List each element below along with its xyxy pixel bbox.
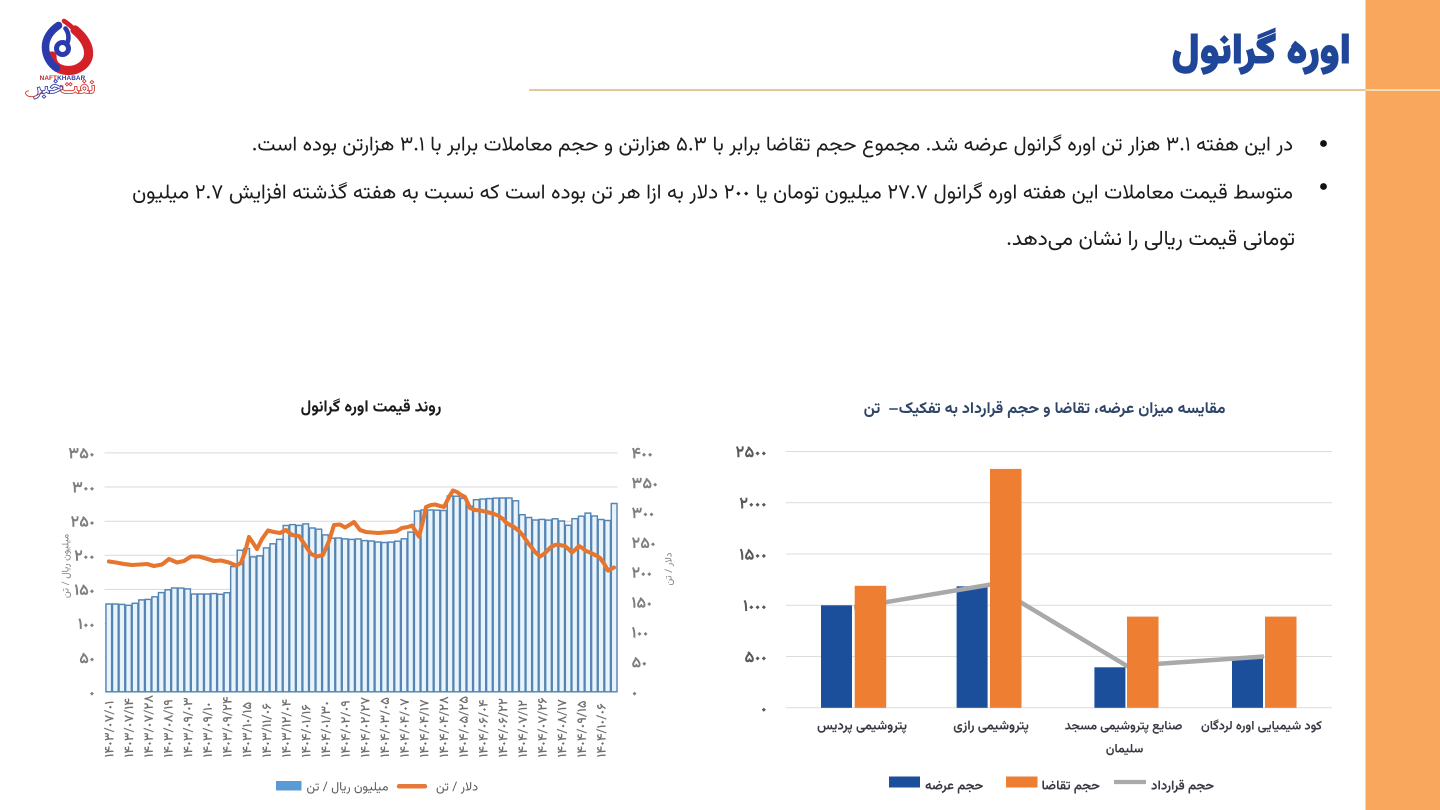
svg-text:NAFTKHABAR: NAFTKHABAR	[40, 75, 86, 82]
